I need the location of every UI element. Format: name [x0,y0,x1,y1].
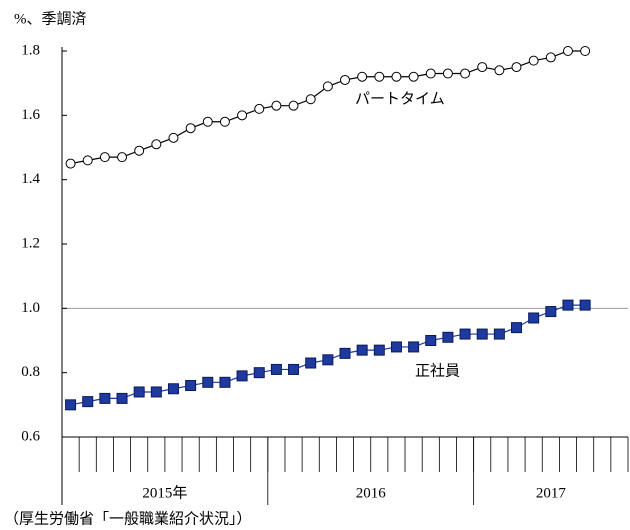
y-tick-label: 1.2 [21,235,40,251]
y-tick-label: 0.8 [21,364,40,380]
point [528,55,539,66]
point [459,328,471,340]
point [476,328,488,340]
axis-unit: %、季調済 [14,10,87,27]
y-tick-label: 1.4 [21,171,40,187]
point [288,363,300,375]
point [408,341,420,353]
point [322,81,333,92]
point [477,62,488,73]
point [82,396,94,408]
point [270,363,282,375]
point [374,71,385,82]
point [117,152,128,163]
point [356,344,368,356]
point [99,152,110,163]
point [305,357,317,369]
point [373,344,385,356]
point [167,383,179,395]
y-tick-label: 1.8 [21,42,40,58]
point [425,68,436,79]
point [116,392,128,404]
point [442,331,454,343]
point [580,46,591,56]
point [151,139,162,150]
point [493,328,505,340]
series-label: パートタイム [355,90,445,107]
point [236,370,248,382]
point [133,386,145,398]
point [99,392,111,404]
point [202,116,213,127]
point [168,132,179,143]
point [322,354,334,366]
point [562,46,573,56]
point [271,100,282,111]
point [340,74,350,85]
point [237,110,248,121]
x-group-label: 2016 [356,485,387,501]
point [425,335,437,346]
series-label: 正社員 [415,362,460,379]
point [562,299,574,311]
point [305,94,316,105]
point [185,380,197,392]
point [202,376,214,388]
y-tick-label: 1.6 [21,107,40,123]
point [545,306,557,318]
point [150,386,162,398]
point [391,71,402,82]
y-tick-label: 0.6 [21,428,40,444]
point [82,155,93,166]
point [339,347,351,359]
point [288,100,299,111]
point [254,103,265,114]
point [219,376,231,388]
point [390,341,402,353]
point [65,399,77,411]
point [460,68,471,79]
point [494,65,505,76]
point [253,367,265,379]
point [442,68,453,79]
point [511,322,523,334]
point [65,158,76,169]
point [185,123,196,134]
point [545,52,556,63]
x-group-label: 2017 [536,485,567,501]
point [511,62,522,73]
point [134,145,145,156]
source-note: （厚生労働省「一般職業紹介状況」） [4,510,252,527]
point [219,116,230,127]
point [357,71,368,82]
point [408,71,419,82]
point [579,299,591,311]
y-tick-label: 1.0 [21,300,40,316]
x-group-label: 2015年 [142,484,187,501]
point [528,312,540,324]
series-line [70,50,586,165]
